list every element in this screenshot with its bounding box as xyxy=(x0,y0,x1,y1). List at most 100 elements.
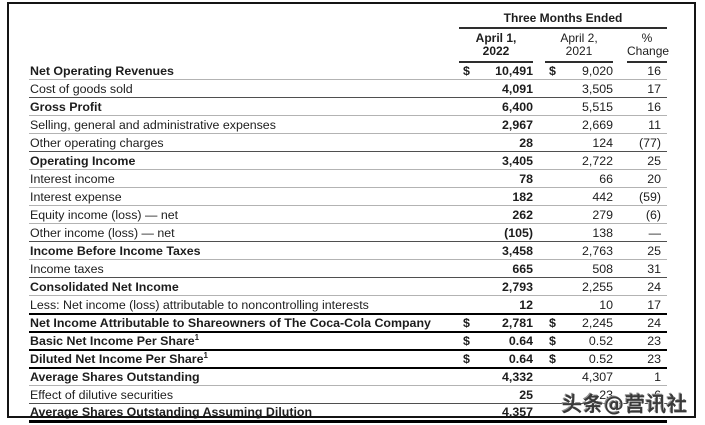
column-spacer xyxy=(613,97,627,117)
column-spacer xyxy=(613,187,627,207)
column-header-2022: April 1, 2022 xyxy=(459,28,533,63)
column-spacer xyxy=(613,115,627,135)
column-spacer xyxy=(613,349,627,369)
table-row: Diluted Net Income Per Share1 $0.64 $0.52 2… xyxy=(29,349,668,369)
row-label: Consolidated Net Income xyxy=(29,277,459,297)
currency-symbol-2021 xyxy=(545,241,563,261)
currency-symbol-2021: $ xyxy=(545,61,563,81)
currency-symbol-2021 xyxy=(545,385,563,405)
currency-symbol-2021 xyxy=(545,295,563,315)
currency-symbol-2021 xyxy=(545,97,563,117)
table-row: Interest expense 182 442 (59) xyxy=(29,187,668,207)
value-2021 xyxy=(563,403,613,424)
table-row: Interest income 78 66 20 xyxy=(29,169,668,189)
pct-change: — xyxy=(627,223,668,243)
column-spacer xyxy=(613,367,627,387)
currency-symbol-2021: $ xyxy=(545,331,563,351)
currency-symbol-2021 xyxy=(545,205,563,225)
currency-symbol-2022 xyxy=(459,79,479,99)
currency-symbol-2022 xyxy=(459,187,479,207)
table-row: Other income (loss) — net (105) 138 — xyxy=(29,223,668,243)
column-spacer xyxy=(533,151,545,171)
value-2021: 5,515 xyxy=(563,97,613,117)
value-2021: 0.52 xyxy=(563,349,613,369)
table-row: Cost of goods sold 4,091 3,505 17 xyxy=(29,79,668,99)
pct-change: 25 xyxy=(627,151,668,171)
table-row: Equity income (loss) — net 262 279 (6) xyxy=(29,205,668,225)
pct-change: 11 xyxy=(627,115,668,135)
currency-symbol-2021 xyxy=(545,223,563,243)
column-spacer xyxy=(613,295,627,315)
currency-symbol-2022: $ xyxy=(459,313,479,333)
value-2021: 442 xyxy=(563,187,613,207)
column-spacer xyxy=(533,223,545,243)
value-2021: 3,505 xyxy=(563,79,613,99)
value-2022: 3,458 xyxy=(479,241,533,261)
table-row: Income taxes 665 508 31 xyxy=(29,259,668,279)
table-row: Average Shares Outstanding 4,332 4,307 1 xyxy=(29,367,668,387)
value-2022: 0.64 xyxy=(479,331,533,351)
value-2022: 665 xyxy=(479,259,533,279)
value-2022: 78 xyxy=(479,169,533,189)
pct-change xyxy=(627,403,668,424)
pct-change: 6 xyxy=(627,385,668,405)
table-row: Gross Profit 6,400 5,515 16 xyxy=(29,97,668,117)
column-spacer xyxy=(533,79,545,99)
pct-change: 31 xyxy=(627,259,668,279)
row-label: Equity income (loss) — net xyxy=(29,205,459,225)
column-header-row: April 1, 2022 April 2, 2021 % Change xyxy=(29,28,670,63)
pct-change: 24 xyxy=(627,277,668,297)
column-header-2021-line1: April 2, xyxy=(560,31,598,45)
column-header-2022-line1: April 1, xyxy=(475,31,517,45)
column-header-pct-change: % Change xyxy=(627,28,670,63)
value-2021: 508 xyxy=(563,259,613,279)
currency-symbol-2021 xyxy=(545,151,563,171)
header-spacer xyxy=(29,28,459,62)
value-2021: 10 xyxy=(563,295,613,315)
currency-symbol-2022 xyxy=(459,205,479,225)
statement-frame: Three Months Ended April 1, 2022 April 2… xyxy=(7,2,696,424)
currency-symbol-2022 xyxy=(459,277,479,297)
currency-symbol-2021 xyxy=(545,133,563,153)
pct-change: 16 xyxy=(627,97,668,117)
value-2022: 4,357 xyxy=(479,403,533,424)
column-spacer xyxy=(533,349,545,369)
table-row: Selling, general and administrative expe… xyxy=(29,115,668,135)
pct-change: 24 xyxy=(627,313,668,333)
value-2022: 25 xyxy=(479,385,533,405)
currency-symbol-2022: $ xyxy=(459,331,479,351)
column-spacer xyxy=(613,61,627,81)
row-label: Less: Net income (loss) attributable to … xyxy=(29,295,459,315)
currency-symbol-2021 xyxy=(545,277,563,297)
table-row: Average Shares Outstanding Assuming Dilu… xyxy=(29,403,668,424)
row-label: Net Operating Revenues xyxy=(29,61,459,81)
pct-change: 20 xyxy=(627,169,668,189)
row-label: Selling, general and administrative expe… xyxy=(29,115,459,135)
currency-symbol-2021 xyxy=(545,367,563,387)
column-spacer xyxy=(533,133,545,153)
value-2021: 2,245 xyxy=(563,313,613,333)
currency-symbol-2022 xyxy=(459,97,479,117)
column-header-pct-line2: Change xyxy=(627,44,670,59)
value-2022: 12 xyxy=(479,295,533,315)
row-label: Diluted Net Income Per Share1 xyxy=(29,349,459,369)
column-spacer xyxy=(533,385,545,405)
column-spacer xyxy=(613,313,627,333)
value-2022: 4,091 xyxy=(479,79,533,99)
value-2022: 6,400 xyxy=(479,97,533,117)
currency-symbol-2022 xyxy=(459,367,479,387)
value-2021: 124 xyxy=(563,133,613,153)
pct-change: 25 xyxy=(627,241,668,261)
footnote-marker: 1 xyxy=(194,332,200,342)
currency-symbol-2021 xyxy=(545,79,563,99)
currency-symbol-2021 xyxy=(545,169,563,189)
currency-symbol-2022 xyxy=(459,151,479,171)
header-spacer xyxy=(29,10,459,28)
column-header-2022-line2: 2022 xyxy=(482,44,510,59)
column-header-2021-line2: 2021 xyxy=(565,44,593,59)
column-spacer xyxy=(533,295,545,315)
column-spacer xyxy=(533,61,545,81)
currency-symbol-2021 xyxy=(545,187,563,207)
currency-symbol-2022 xyxy=(459,403,479,424)
table-row: Effect of dilutive securities 25 23 6 xyxy=(29,385,668,405)
